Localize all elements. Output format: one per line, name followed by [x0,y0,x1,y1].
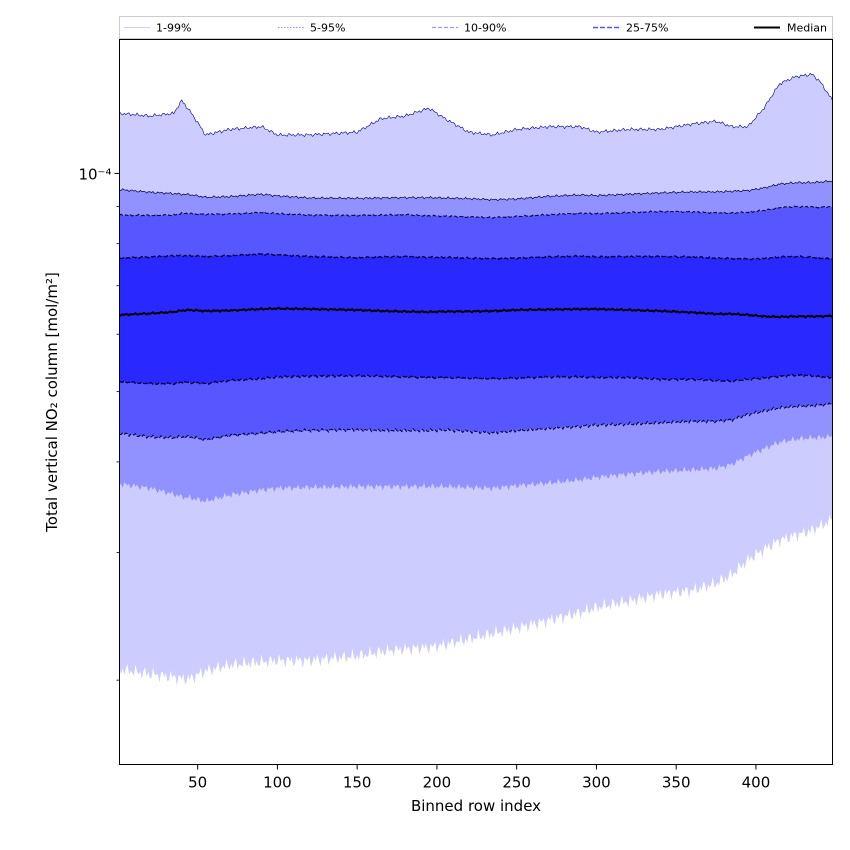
x-tick-label-400: 400 [742,774,771,792]
legend-label-25-75: 25-75% [626,22,668,35]
x-axis-ticks: 50 100 150 200 250 300 350 400 [188,764,771,792]
x-tick-label-300: 300 [582,774,611,792]
legend: 1-99% 5-95% 10-90% 25-75% Median [119,16,833,39]
band-1-99-upper-edge [119,73,833,137]
y-axis-label: Total vertical NO₂ column [mol/m²] [43,272,61,533]
y-axis-ticks: 10⁻⁴ [78,165,120,681]
band-10-90-lower-edge [119,402,833,442]
legend-label-5-95: 5-95% [310,22,345,35]
band-5-95-upper-edge [119,180,833,202]
x-tick-label-350: 350 [662,774,691,792]
legend-label-10-90: 10-90% [464,22,506,35]
x-tick-label-100: 100 [263,774,292,792]
percentile-bands [119,73,833,686]
band-25-75 [119,253,833,385]
x-axis-label: Binned row index [411,797,541,815]
x-tick-label-150: 150 [343,774,372,792]
band-25-75-lower-edge [119,373,833,386]
band-10-90-upper-edge [119,205,833,219]
legend-label-1-99: 1-99% [156,22,191,35]
band-25-75-upper-edge [119,252,833,261]
legend-box [119,16,833,39]
x-tick-label-250: 250 [502,774,531,792]
y-tick-label-1e-4: 10⁻⁴ [78,165,111,183]
plot-frame [119,39,833,765]
x-tick-label-200: 200 [423,774,452,792]
median-layer [119,306,833,319]
median-line [119,306,833,319]
x-tick-label-50: 50 [188,774,207,792]
legend-label-median: Median [787,22,827,35]
